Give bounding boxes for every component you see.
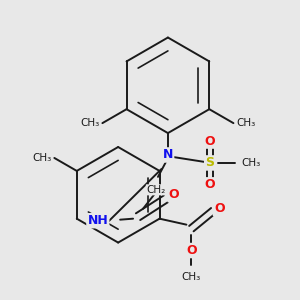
Text: O: O	[214, 202, 225, 215]
Text: S: S	[205, 156, 214, 170]
Text: CH₃: CH₃	[32, 153, 51, 163]
Text: CH₃: CH₃	[236, 118, 256, 128]
Text: NH: NH	[87, 214, 108, 227]
Text: O: O	[169, 188, 179, 201]
Text: CH₃: CH₃	[80, 118, 99, 128]
Text: N: N	[163, 148, 173, 161]
Text: O: O	[204, 178, 215, 191]
Text: CH₂: CH₂	[146, 185, 166, 195]
Text: O: O	[186, 244, 197, 257]
Text: CH₃: CH₃	[182, 272, 201, 282]
Text: CH₃: CH₃	[242, 158, 261, 168]
Text: O: O	[204, 134, 215, 148]
